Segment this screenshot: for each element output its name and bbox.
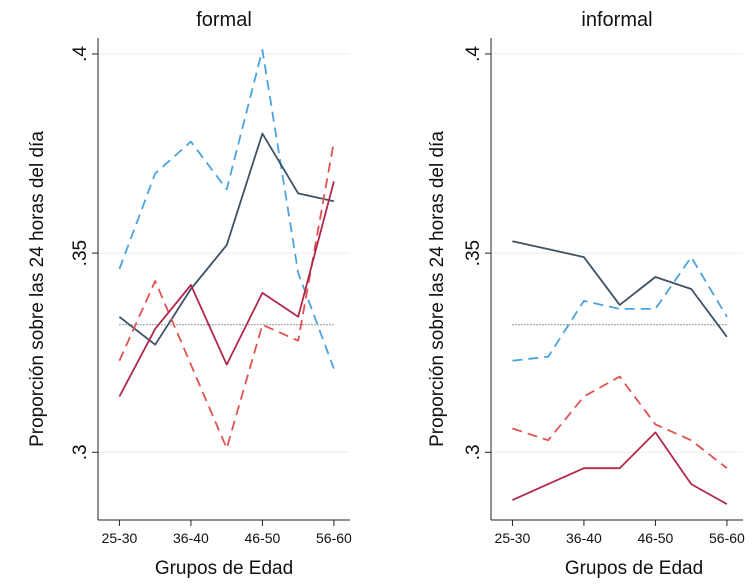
- x-tick-label: 56-60: [709, 530, 745, 546]
- series-line-1: [118, 49, 335, 369]
- y-axis-label: Proporción sobre las 24 horas del día: [27, 131, 48, 447]
- series-line-2: [512, 240, 728, 338]
- y-tick-label: .35: [463, 240, 484, 266]
- panel-title: informal: [581, 9, 652, 31]
- series-line-4: [512, 431, 728, 505]
- y-tick-label: .4: [463, 46, 484, 62]
- y-tick-label: .3: [70, 444, 91, 460]
- x-tick-label: 25-30: [495, 530, 531, 546]
- series-line-2: [118, 132, 335, 346]
- series-line-3: [118, 141, 335, 450]
- x-tick-label: 46-50: [245, 530, 281, 546]
- y-tick-label: .3: [463, 444, 484, 460]
- chart-panel-informal: .3 .35 .4 25-30 36-40 46-50 56-60 informal Propo…: [427, 9, 745, 579]
- x-tick-label: 36-40: [173, 530, 209, 546]
- chart-panel-formal: .3 .35 .4 25-30 36-40 46-50 56-60 formal Proporc…: [27, 9, 352, 579]
- y-tick-label: .35: [70, 240, 91, 266]
- series-line-4: [118, 181, 335, 397]
- series-line-3: [512, 375, 728, 469]
- x-tick-label: 25-30: [102, 530, 138, 546]
- x-tick-label: 56-60: [316, 530, 352, 546]
- x-axis-label: Grupos de Edad: [565, 558, 703, 579]
- y-axis-label: Proporción sobre las 24 horas del día: [427, 131, 448, 447]
- x-tick-label: 46-50: [638, 530, 674, 546]
- series-line-1: [512, 256, 728, 362]
- panel-title: formal: [196, 9, 252, 31]
- x-axis-label: Grupos de Edad: [155, 558, 293, 579]
- x-tick-label: 36-40: [566, 530, 602, 546]
- y-tick-label: .4: [70, 46, 91, 62]
